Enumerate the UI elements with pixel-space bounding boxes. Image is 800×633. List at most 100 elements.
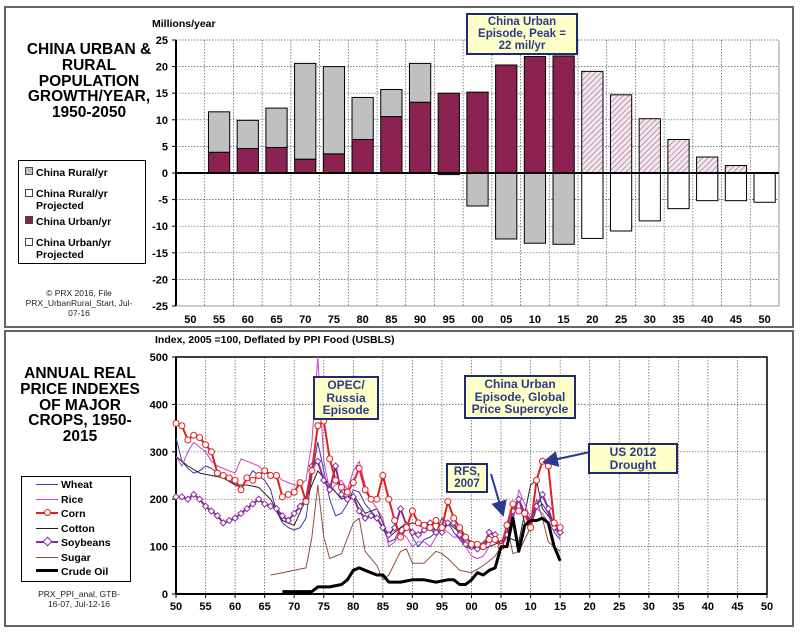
point-corn	[533, 476, 541, 484]
point-corn	[172, 419, 180, 427]
legend-item-soybeans: Soybeans	[36, 536, 111, 550]
point-corn	[349, 479, 357, 487]
bar-china-rural	[408, 62, 432, 103]
point-corn	[550, 519, 558, 527]
x-tick-label: 85	[377, 601, 389, 613]
legend-line-swatch	[36, 556, 58, 558]
legend-label: Wheat	[61, 479, 93, 491]
y-tick-label: 0	[162, 168, 168, 180]
point-soybeans	[320, 476, 328, 484]
legend-label: Corn	[61, 508, 86, 520]
point-soybeans	[408, 528, 417, 537]
legend-item-wheat: Wheat	[36, 479, 93, 492]
point-soybeans	[184, 495, 192, 503]
point-soybeans	[260, 500, 269, 508]
point-soybeans	[455, 531, 464, 539]
legend-item-urban-projected: China Urban/yr Projected	[25, 237, 134, 261]
point-corn	[272, 472, 280, 479]
y-tick-label: 25	[156, 35, 168, 47]
x-tick-label: 15	[558, 314, 570, 326]
legend-label: Sugar	[61, 551, 91, 564]
legend-label: Crude Oil	[61, 566, 109, 578]
point-soybeans	[195, 495, 204, 503]
point-corn	[402, 524, 410, 532]
point-soybeans	[231, 514, 239, 522]
point-corn	[296, 479, 304, 487]
top-y-axis-label: Millions/year	[152, 18, 216, 30]
point-corn	[503, 521, 511, 529]
y-tick-label: 15	[156, 88, 168, 100]
point-soybeans	[556, 528, 564, 537]
x-tick-label: 20	[586, 314, 598, 326]
x-tick-label: 85	[385, 314, 397, 326]
x-tick-label: 40	[701, 314, 713, 326]
point-corn	[314, 422, 322, 430]
point-soybeans	[444, 519, 452, 527]
credit-line: PRX_PPI_anal, GTB-	[38, 589, 120, 599]
x-tick-label: 15	[554, 601, 566, 613]
line-crude-oil	[282, 516, 562, 594]
point-corn	[468, 540, 475, 548]
legend-swatch-rural	[25, 167, 33, 175]
point-corn	[178, 422, 186, 430]
x-tick-label: 10	[524, 601, 536, 613]
legend-label-rural-projected: China Rural/yr Projected	[36, 188, 108, 212]
point-soybeans	[266, 502, 275, 511]
x-tick-label: 30	[644, 314, 656, 326]
x-tick-label: 55	[213, 314, 225, 326]
legend-item-corn: Corn	[36, 508, 86, 521]
x-tick-label: 80	[357, 314, 369, 326]
bar-china-rural	[322, 66, 346, 155]
legend-line-swatch	[36, 536, 58, 547]
top-chart-legend: China Rural/yr China Rural/yr Projected …	[18, 160, 146, 264]
legend-label-urban: China Urban/yr	[36, 216, 112, 228]
point-soybeans	[532, 502, 541, 511]
point-corn	[521, 509, 529, 517]
point-corn	[225, 474, 233, 482]
legend-item-crude-oil: Crude Oil	[36, 566, 109, 579]
point-soybeans	[178, 493, 186, 501]
x-tick-label: 55	[199, 601, 211, 613]
point-corn	[337, 483, 345, 491]
point-soybeans	[461, 540, 470, 548]
y-tick-label: 300	[150, 447, 168, 459]
x-tick-label: 20	[584, 601, 596, 613]
point-corn	[491, 535, 499, 543]
top-chart-credit: © PRX 2016, File PRX_UrbanRural_Start, J…	[14, 288, 144, 319]
x-tick-label: 45	[730, 314, 742, 326]
point-corn	[237, 486, 245, 494]
point-soybeans	[438, 528, 446, 537]
annotation-rfs-2007: RFS, 2007	[446, 463, 488, 494]
point-corn	[527, 524, 535, 532]
x-tick-label: 60	[242, 314, 254, 326]
y-tick-label: 5	[162, 141, 168, 153]
point-soybeans	[473, 545, 482, 553]
point-corn	[373, 495, 381, 503]
x-tick-label: 25	[615, 314, 627, 326]
legend-item-rural: China Rural/yr	[25, 167, 108, 180]
point-corn	[202, 441, 210, 449]
point-corn	[355, 464, 363, 472]
line-cotton	[175, 456, 561, 550]
point-corn	[456, 524, 464, 532]
legend-item-rural-projected: China Rural/yr Projected	[25, 188, 134, 212]
y-tick-label: 200	[150, 494, 168, 506]
x-tick-label: 75	[328, 314, 340, 326]
point-corn	[473, 540, 481, 548]
point-corn	[408, 507, 416, 515]
bar-china-rural	[265, 107, 288, 148]
legend-marker	[44, 509, 51, 516]
x-tick-label: 50	[761, 601, 773, 613]
x-tick-label: 45	[731, 601, 743, 613]
legend-line-swatch	[36, 498, 58, 500]
credit-line: PRX_UrbanRural_Start, Jul-	[25, 298, 133, 309]
point-corn	[308, 467, 316, 475]
point-soybeans	[225, 516, 233, 525]
x-tick-label: 65	[259, 601, 271, 613]
point-soybeans	[284, 516, 292, 525]
point-corn	[420, 521, 428, 529]
point-soybeans	[213, 512, 222, 520]
legend-line-swatch	[36, 569, 58, 572]
y-tick-label: 500	[150, 352, 168, 364]
legend-label: Rice	[61, 493, 84, 506]
